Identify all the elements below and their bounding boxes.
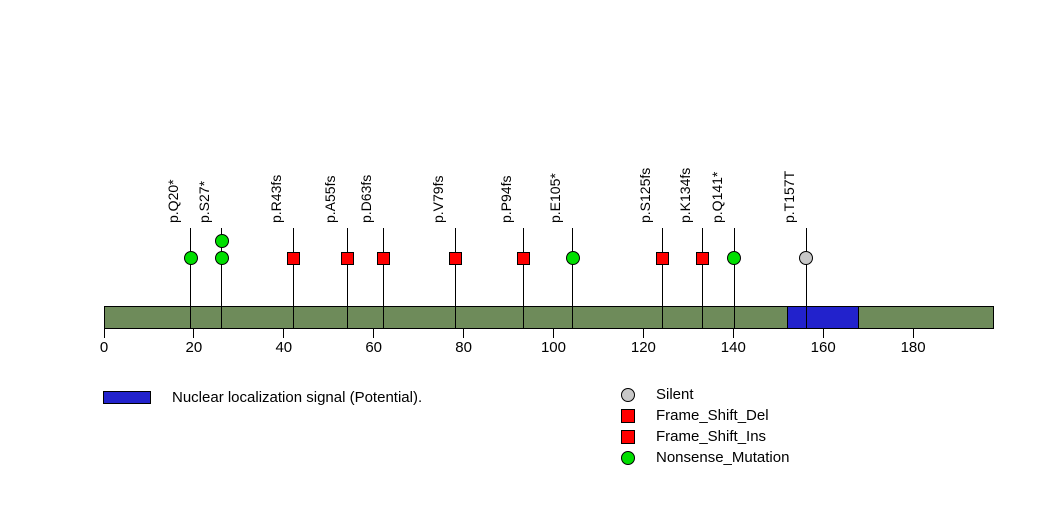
axis-tick <box>912 329 914 338</box>
domain-region-nls <box>787 306 860 329</box>
mutation-label: p.S27* <box>196 180 213 223</box>
mutation-label: p.E105* <box>547 173 564 223</box>
axis-tick <box>463 329 465 338</box>
mutation-marker-square[interactable] <box>287 251 301 265</box>
domain-legend: Nuclear localization signal (Potential). <box>103 388 422 407</box>
mutation-marker-circle[interactable] <box>214 233 229 248</box>
silent-circle-icon <box>621 387 635 402</box>
axis-tick-label: 40 <box>275 339 293 356</box>
mutation-stick <box>190 228 192 329</box>
mutation-label: p.R43fs <box>268 174 285 223</box>
legend-label-frame-shift-ins: Frame_Shift_Ins <box>656 428 767 445</box>
mutation-label: p.A55fs <box>322 175 339 223</box>
mutation-label: p.D63fs <box>358 174 375 223</box>
legend-label-nonsense-mutation: Nonsense_Mutation <box>656 449 790 466</box>
mutation-marker-square[interactable] <box>377 251 391 265</box>
axis-tick-label: 180 <box>900 339 926 356</box>
domain-legend-label: Nuclear localization signal (Potential). <box>172 389 423 406</box>
mutation-marker-square[interactable] <box>341 251 355 265</box>
mutation-stick <box>661 228 663 329</box>
legend-label-frame-shift-del: Frame_Shift_Del <box>656 407 769 424</box>
axis-tick <box>642 329 644 338</box>
mutation-label: p.S125fs <box>636 167 653 223</box>
mutation-marker-circle[interactable] <box>727 251 742 265</box>
axis-tick-label: 20 <box>185 339 203 356</box>
mutation-stick <box>572 228 574 329</box>
mutation-label: p.Q20* <box>165 179 182 223</box>
axis-tick <box>732 329 734 338</box>
axis-tick-label: 100 <box>540 339 566 356</box>
mutation-marker-circle[interactable] <box>799 251 814 265</box>
legend-row-frame-shift-ins: Frame_Shift_Ins <box>621 426 789 447</box>
mutation-label: p.K134fs <box>677 167 694 223</box>
mutation-stick <box>221 228 223 329</box>
axis-tick <box>103 329 105 338</box>
domain-legend-swatch <box>103 391 151 404</box>
mutation-marker-square[interactable] <box>516 251 530 265</box>
axis-tick <box>283 329 285 338</box>
axis-tick-label: 140 <box>720 339 746 356</box>
mutation-label: p.Q141* <box>708 171 725 223</box>
mutation-label: p.V79fs <box>430 175 447 223</box>
axis-tick <box>373 329 375 338</box>
mutation-label: p.T157T <box>780 170 797 223</box>
protein-backbone-bar <box>104 306 994 329</box>
frame-shift-ins-square-icon <box>621 429 635 444</box>
mutation-marker-circle[interactable] <box>183 251 198 265</box>
mutation-label: p.P94fs <box>497 175 514 223</box>
axis-tick <box>552 329 554 338</box>
axis-tick <box>822 329 824 338</box>
mutation-stick <box>733 228 735 329</box>
mutation-marker-square[interactable] <box>449 251 463 265</box>
mutation-stick <box>522 228 524 329</box>
axis-tick-label: 120 <box>630 339 656 356</box>
mutation-stick <box>455 228 457 329</box>
axis-tick-label: 0 <box>99 339 109 356</box>
mutation-stick <box>805 228 807 329</box>
axis-tick-label: 80 <box>455 339 472 356</box>
mutation-stick <box>347 228 349 329</box>
nonsense-mutation-circle-icon <box>621 450 635 465</box>
mutation-stick <box>293 228 295 329</box>
mutation-legend: Silent Frame_Shift_Del Frame_Shift_Ins N… <box>621 384 789 468</box>
mutation-marker-square[interactable] <box>696 251 710 265</box>
axis-tick-label: 60 <box>365 339 383 356</box>
frame-shift-del-square-icon <box>621 408 635 423</box>
legend-row-silent: Silent <box>621 384 789 405</box>
mutation-stick <box>383 228 385 329</box>
legend-label-silent: Silent <box>656 386 694 403</box>
legend-row-frame-shift-del: Frame_Shift_Del <box>621 405 789 426</box>
legend-row-nonsense-mutation: Nonsense_Mutation <box>621 447 789 468</box>
axis-tick <box>193 329 195 338</box>
mutation-marker-square[interactable] <box>655 251 669 265</box>
mutation-stick <box>702 228 704 329</box>
mutation-marker-circle[interactable] <box>565 251 580 265</box>
mutation-marker-circle[interactable] <box>214 251 229 265</box>
axis-tick-label: 160 <box>810 339 836 356</box>
